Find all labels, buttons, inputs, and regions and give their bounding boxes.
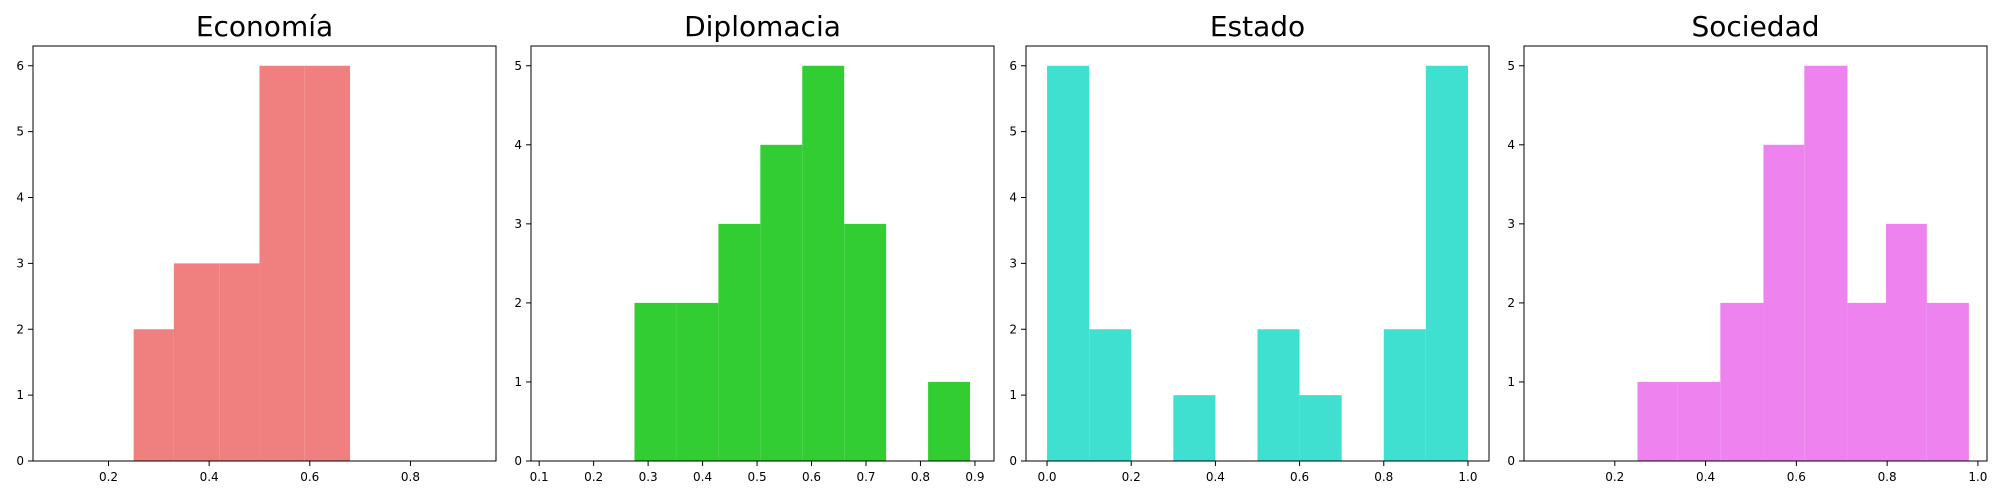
- x-tick-label: 0.6: [802, 470, 821, 484]
- x-tick-label: 0.9: [965, 470, 984, 484]
- panel-title: Sociedad: [1691, 10, 1819, 43]
- histogram-bar: [219, 263, 260, 461]
- x-tick-label: 0.0: [1037, 470, 1056, 484]
- y-tick-label: 1: [514, 375, 522, 389]
- x-tick-label: 0.4: [693, 470, 712, 484]
- y-tick-label: 5: [16, 125, 24, 139]
- x-tick-label: 0.8: [911, 470, 930, 484]
- y-tick-label: 3: [1507, 217, 1515, 231]
- x-tick-label: 0.2: [1122, 470, 1141, 484]
- histogram-bar: [304, 65, 351, 461]
- histogram-bar: [1804, 65, 1848, 461]
- x-tick-label: 0.8: [1374, 470, 1393, 484]
- y-tick-label: 4: [1009, 191, 1017, 205]
- histogram-bar: [259, 65, 305, 461]
- x-tick-label: 0.3: [639, 470, 658, 484]
- x-tick-label: 0.1: [530, 470, 549, 484]
- y-tick-label: 2: [1009, 322, 1017, 336]
- y-tick-label: 1: [1009, 388, 1017, 402]
- histogram-bar: [1886, 223, 1927, 461]
- histogram-bar: [1637, 381, 1678, 461]
- histogram-panel-3: 0.0 0.2 0.4 0.6 0.8 1.0 0 1 2 3 4 5 6 Estado: [1009, 10, 1490, 484]
- x-tick-label: 0.4: [1696, 470, 1715, 484]
- y-tick-label: 2: [1507, 296, 1515, 310]
- axes-frame: [1025, 45, 1490, 462]
- histogram-bar: [760, 144, 803, 461]
- histogram-bar: [634, 302, 677, 461]
- histogram-bar: [1763, 144, 1805, 461]
- axes-frame: [32, 45, 497, 462]
- histogram-bar: [676, 302, 719, 461]
- x-tick-label: 0.2: [1605, 470, 1624, 484]
- y-tick-label: 4: [1507, 138, 1515, 152]
- panel-title: Estado: [1210, 10, 1305, 43]
- histogram-panel-2: 0.1 0.2 0.3 0.4 0.5 0.6 0.7 0.8 0.9 0 1 2 3 4 5 Diploma…: [514, 10, 995, 484]
- y-tick-label: 3: [1009, 256, 1017, 270]
- x-tick-label: 0.5: [748, 470, 767, 484]
- histogram-bar: [844, 223, 887, 461]
- x-tick-label: 0.7: [856, 470, 875, 484]
- histogram-bar: [802, 65, 845, 461]
- histogram-bar: [1677, 381, 1721, 461]
- panel-title: Economía: [196, 10, 333, 43]
- y-tick-label: 1: [1507, 375, 1515, 389]
- y-tick-label: 0: [1507, 454, 1515, 468]
- y-tick-label: 2: [16, 322, 24, 336]
- x-tick-label: 1.0: [1458, 470, 1477, 484]
- y-tick-label: 4: [514, 138, 522, 152]
- histogram-bar: [718, 223, 761, 461]
- y-tick-label: 0: [1009, 454, 1017, 468]
- y-tick-label: 0: [514, 454, 522, 468]
- histogram-bar: [173, 263, 220, 461]
- axes-frame: [530, 45, 995, 462]
- histogram-bar: [1720, 302, 1764, 461]
- x-tick-label: 0.2: [99, 470, 118, 484]
- x-tick-label: 0.2: [584, 470, 603, 484]
- histogram-bar: [1089, 329, 1132, 461]
- histogram-bar: [1257, 329, 1300, 461]
- histogram-bar: [1047, 65, 1090, 461]
- y-tick-label: 6: [16, 59, 24, 73]
- histogram-bar: [1425, 65, 1468, 461]
- x-tick-label: 0.8: [1878, 470, 1897, 484]
- histogram-panel-4: 0.2 0.4 0.6 0.8 1.0 0 1 2 3 4 5 Sociedad: [1507, 10, 1988, 484]
- histogram-bar: [1299, 395, 1342, 461]
- histogram-bar: [1173, 395, 1216, 461]
- histogram-panel-1: 0.2 0.4 0.6 0.8 0 1 2 3 4 5 6 Economía: [16, 10, 497, 484]
- panel-title: Diplomacia: [684, 10, 841, 43]
- x-tick-label: 0.4: [200, 470, 219, 484]
- y-tick-label: 1: [16, 388, 24, 402]
- y-tick-label: 5: [514, 59, 522, 73]
- x-tick-label: 0.6: [1290, 470, 1309, 484]
- x-tick-label: 1.0: [1968, 470, 1987, 484]
- y-tick-label: 0: [16, 454, 24, 468]
- x-tick-label: 0.6: [300, 470, 319, 484]
- x-tick-label: 0.4: [1206, 470, 1225, 484]
- histogram-bar: [133, 329, 174, 461]
- y-tick-label: 4: [16, 191, 24, 205]
- y-tick-label: 3: [514, 217, 522, 231]
- histogram-bar: [1926, 302, 1969, 461]
- histogram-bar: [1383, 329, 1426, 461]
- y-tick-label: 3: [16, 256, 24, 270]
- y-tick-label: 5: [1009, 125, 1017, 139]
- histogram-bar: [928, 381, 971, 461]
- x-tick-label: 0.8: [401, 470, 420, 484]
- histogram-bar: [1847, 302, 1886, 461]
- y-tick-label: 6: [1009, 59, 1017, 73]
- y-tick-label: 2: [514, 296, 522, 310]
- x-tick-label: 0.6: [1787, 470, 1806, 484]
- y-tick-label: 5: [1507, 59, 1515, 73]
- axes-frame: [1523, 45, 1988, 462]
